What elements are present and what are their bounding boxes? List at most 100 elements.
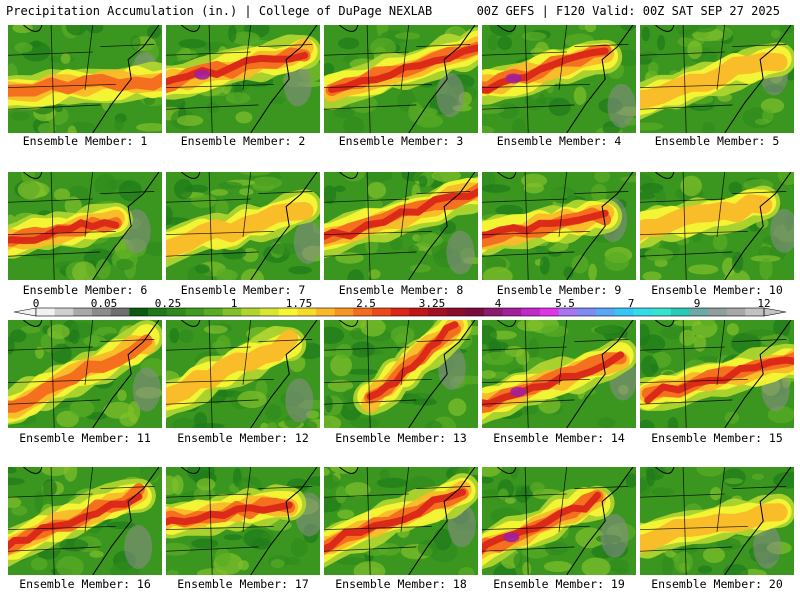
precip-speckle bbox=[228, 25, 237, 43]
state-border bbox=[50, 320, 55, 428]
precip-speckle bbox=[56, 556, 84, 575]
precip-speckle bbox=[482, 467, 502, 477]
precip-speckle bbox=[117, 389, 127, 401]
ensemble-member-label: Ensemble Member: 20 bbox=[651, 577, 783, 591]
precip-speckle bbox=[106, 521, 136, 530]
colorbar-swatch bbox=[110, 308, 130, 316]
precip-speckle bbox=[512, 118, 526, 133]
state-border bbox=[524, 320, 529, 428]
precip-speckle bbox=[69, 329, 80, 344]
precip-speckle bbox=[696, 467, 724, 477]
precip-speckle bbox=[544, 541, 569, 556]
precip-speckle bbox=[345, 398, 355, 411]
state-border bbox=[482, 198, 567, 203]
precip-speckle bbox=[563, 266, 574, 279]
precip-map bbox=[166, 320, 320, 428]
colorbar-tick-label: 12 bbox=[757, 297, 771, 310]
state-border bbox=[640, 546, 733, 552]
state-border bbox=[324, 526, 432, 531]
precip-speckle bbox=[543, 561, 573, 573]
precip-band bbox=[8, 72, 162, 97]
colorbar-tick-label: 0.05 bbox=[90, 297, 118, 310]
precip-speckle bbox=[591, 183, 607, 203]
ensemble-map-panel bbox=[324, 320, 478, 428]
state-border bbox=[366, 467, 371, 575]
precip-maximum bbox=[510, 386, 527, 397]
precip-speckle bbox=[588, 263, 597, 280]
precip-speckle bbox=[408, 244, 419, 255]
precip-speckle bbox=[265, 404, 282, 421]
precip-speckle bbox=[350, 341, 375, 358]
precip-speckle bbox=[772, 320, 791, 338]
precip-speckle bbox=[425, 420, 443, 428]
precip-speckle bbox=[640, 419, 655, 428]
precip-speckle bbox=[324, 467, 330, 477]
precip-speckle bbox=[482, 489, 502, 496]
colorbar-swatch bbox=[502, 308, 522, 316]
precip-band bbox=[482, 47, 609, 94]
state-border bbox=[558, 25, 568, 90]
state-border bbox=[208, 467, 213, 575]
colorbar-swatch bbox=[390, 308, 410, 316]
ensemble-member-label: Ensemble Member: 14 bbox=[493, 431, 625, 445]
ensemble-member-label: Ensemble Member: 6 bbox=[22, 283, 148, 297]
colorbar-tick-label: 1.75 bbox=[285, 297, 313, 310]
precip-speckle bbox=[651, 487, 674, 496]
state-border bbox=[640, 51, 725, 56]
colorbar-swatch bbox=[241, 308, 261, 316]
precip-map bbox=[482, 467, 636, 575]
state-border bbox=[366, 25, 371, 133]
precip-speckle bbox=[521, 173, 548, 188]
dry-area bbox=[132, 367, 161, 412]
precip-speckle bbox=[522, 31, 547, 41]
ensemble-map-panel bbox=[640, 320, 794, 428]
precip-speckle bbox=[571, 255, 589, 274]
precip-speckle bbox=[210, 189, 229, 196]
colorbar-swatch bbox=[316, 308, 336, 316]
precip-speckle bbox=[269, 243, 301, 255]
state-border bbox=[682, 172, 687, 280]
precip-speckle bbox=[31, 40, 42, 48]
precip-speckle bbox=[702, 547, 726, 564]
precip-speckle bbox=[539, 256, 550, 275]
precip-band bbox=[640, 194, 773, 242]
coastline bbox=[408, 467, 476, 575]
precip-speckle bbox=[647, 61, 659, 76]
precip-speckle bbox=[178, 38, 207, 49]
precip-speckle bbox=[223, 534, 243, 541]
precip-speckle bbox=[487, 34, 498, 51]
precip-speckle bbox=[60, 53, 71, 64]
precip-speckle bbox=[642, 271, 662, 280]
run-valid-time: 00Z GEFS | F120 Valid: 00Z SAT SEP 27 20… bbox=[476, 4, 780, 18]
precip-speckle bbox=[72, 261, 97, 280]
precip-map bbox=[482, 172, 636, 280]
state-border bbox=[324, 399, 417, 405]
state-border bbox=[640, 231, 748, 236]
colorbar-tick-label: 0.25 bbox=[154, 297, 182, 310]
precip-speckle bbox=[192, 422, 225, 428]
precip-speckle bbox=[89, 550, 104, 558]
precip-speckle bbox=[365, 198, 383, 211]
precip-map bbox=[8, 25, 162, 133]
precip-speckle bbox=[722, 468, 746, 488]
dry-area bbox=[293, 219, 320, 264]
precip-speckle bbox=[330, 354, 352, 377]
precip-speckle bbox=[235, 111, 253, 124]
precip-band bbox=[166, 202, 314, 260]
state-border bbox=[84, 172, 94, 237]
precip-speckle bbox=[661, 555, 674, 575]
dry-area bbox=[600, 513, 629, 558]
precip-speckle bbox=[379, 469, 390, 481]
state-border bbox=[8, 546, 101, 552]
precip-speckle bbox=[30, 557, 48, 571]
colorbar-swatch bbox=[278, 308, 298, 316]
state-border bbox=[324, 104, 417, 110]
precip-speckle bbox=[418, 107, 438, 116]
colorbar-swatch bbox=[446, 308, 466, 316]
precip-speckle bbox=[640, 182, 664, 194]
coastline bbox=[724, 467, 792, 575]
precip-speckle bbox=[344, 482, 371, 498]
state-border bbox=[84, 25, 94, 90]
precip-speckle bbox=[239, 172, 271, 176]
great-lakes-outline bbox=[23, 172, 43, 179]
